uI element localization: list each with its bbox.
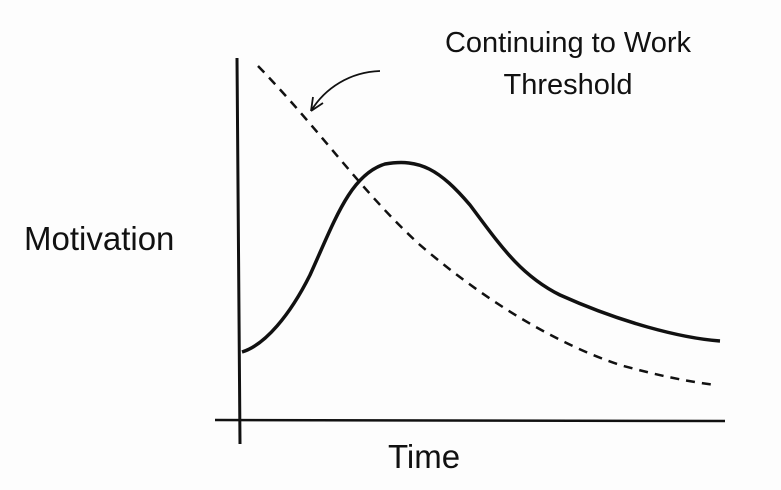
x-axis [214,418,726,423]
motivation-curve [241,160,721,354]
y-axis-label: Motivation [24,220,175,257]
annotation-line-1: Continuing to Work [444,27,692,59]
y-axis [235,57,242,445]
annotation-line-2: Threshold [503,69,633,101]
arrow-icon [310,70,381,112]
threshold-annotation: Continuing to Work Threshold [400,22,736,106]
threshold-curve [257,65,717,387]
x-axis-label: Time [388,438,461,475]
